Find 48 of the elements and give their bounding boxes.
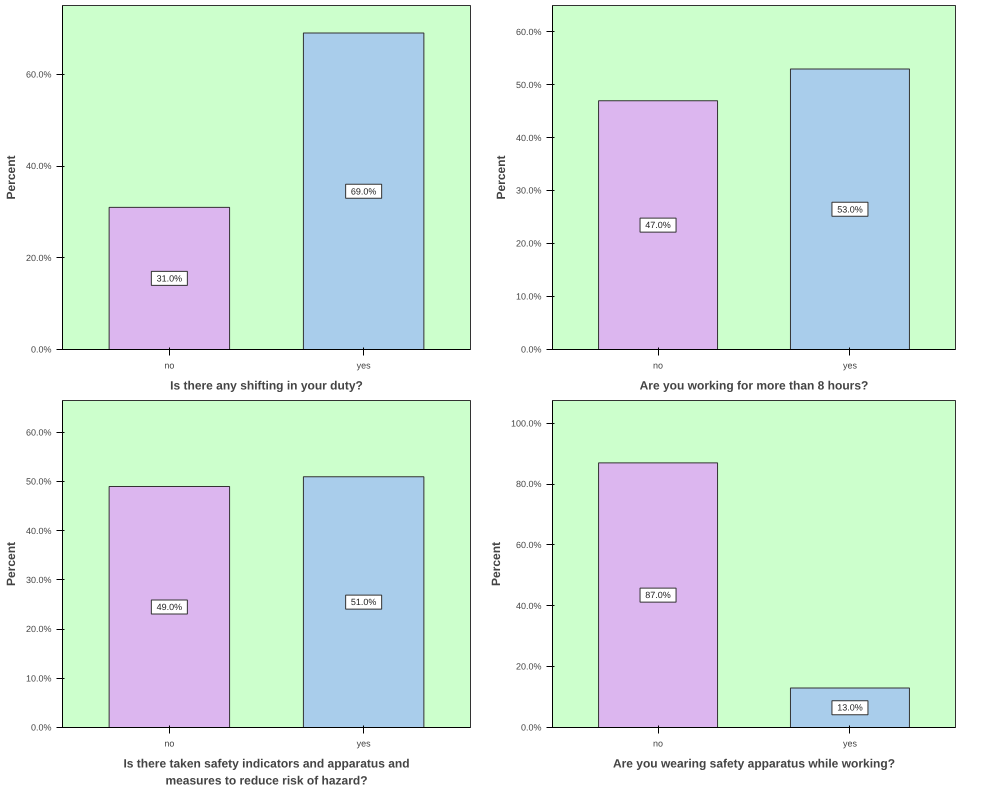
y-tick-label: 40.0% — [516, 132, 542, 143]
y-tick-label: 0.0% — [520, 344, 542, 354]
y-axis-title: Percent — [4, 542, 18, 586]
y-tick-label: 60.0% — [26, 69, 52, 80]
x-tick-label: yes — [842, 360, 858, 370]
x-tick-label: yes — [356, 738, 372, 748]
y-tick-label: 50.0% — [516, 80, 542, 90]
y-tick-label: 20.0% — [516, 238, 542, 249]
x-axis-title: Is there any shifting in your duty? — [170, 378, 363, 392]
y-tick-label: 40.0% — [26, 526, 52, 536]
x-tick-label: no — [164, 738, 174, 748]
y-tick-label: 20.0% — [516, 662, 542, 672]
data-label: 51.0% — [350, 597, 376, 608]
data-label: 87.0% — [645, 590, 671, 600]
y-tick-label: 50.0% — [26, 476, 52, 487]
x-tick-label: yes — [356, 360, 372, 370]
y-tick-label: 30.0% — [26, 574, 52, 585]
y-axis-title: Percent — [4, 155, 18, 200]
data-label: 13.0% — [837, 702, 863, 713]
data-label: 69.0% — [350, 186, 376, 196]
y-tick-label: 40.0% — [26, 161, 52, 172]
y-axis-title: Percent — [488, 542, 503, 586]
x-tick-label: no — [653, 360, 664, 370]
data-label: 49.0% — [156, 602, 182, 612]
x-tick-label: no — [164, 360, 174, 370]
data-label: 53.0% — [837, 204, 863, 214]
y-tick-label: 100.0% — [510, 418, 542, 428]
x-axis-title: Is there taken safety indicators and apparatus and measures to reduce risk of hazard? — [123, 756, 410, 788]
data-label: 31.0% — [156, 273, 182, 284]
y-tick-label: 30.0% — [516, 186, 542, 196]
x-tick-label: no — [653, 738, 664, 748]
x-axis-title: Are you wearing safety apparatus while working? — [612, 756, 896, 770]
y-tick-label: 0.0% — [30, 344, 52, 354]
y-tick-label: 60.0% — [26, 427, 52, 438]
y-tick-label: 20.0% — [26, 624, 52, 634]
y-tick-label: 10.0% — [516, 292, 542, 302]
y-tick-label: 0.0% — [30, 722, 52, 732]
x-tick-label: yes — [842, 738, 858, 748]
y-tick-label: 10.0% — [26, 673, 52, 684]
data-label: 47.0% — [645, 220, 671, 230]
y-tick-label: 20.0% — [26, 252, 52, 263]
y-tick-label: 60.0% — [516, 26, 542, 37]
y-tick-label: 80.0% — [516, 479, 542, 490]
x-axis-title: Are you working for more than 8 hours? — [640, 378, 868, 392]
y-tick-label: 0.0% — [520, 722, 542, 732]
y-axis-title: Percent — [494, 155, 508, 200]
y-tick-label: 40.0% — [516, 600, 542, 611]
y-tick-label: 60.0% — [516, 540, 542, 550]
